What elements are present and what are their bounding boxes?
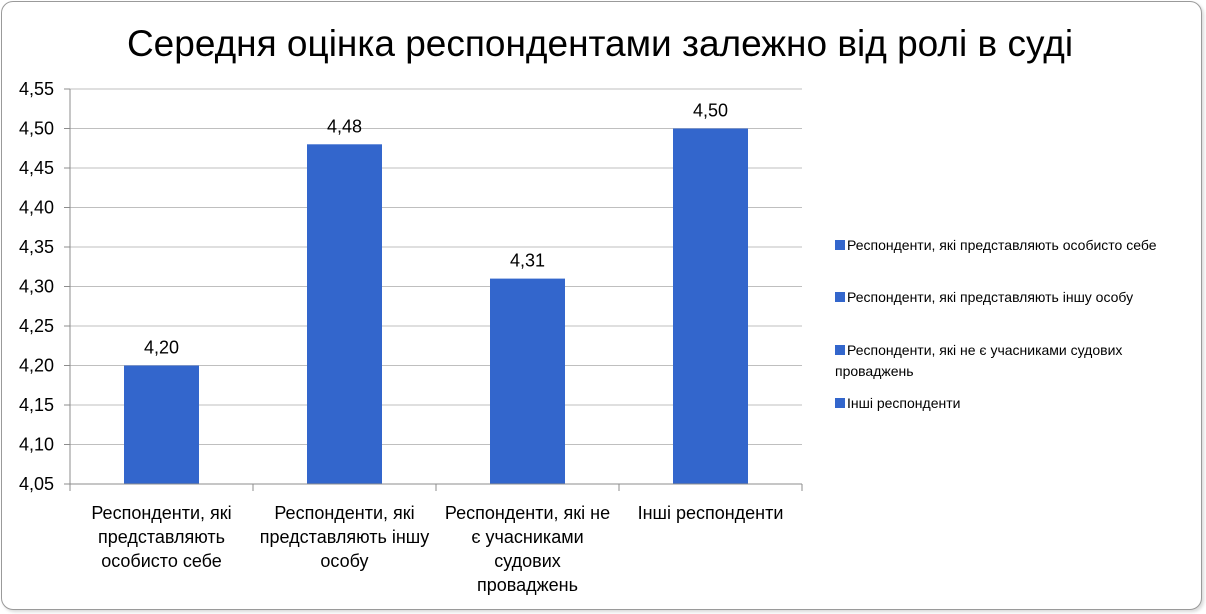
x-axis: Респонденти, які представляють особисто се… [69,483,803,595]
bar [307,144,382,485]
y-tick-label: 4,50 [19,119,54,139]
legend-label: Респонденти, які представляють особисто … [847,237,1157,253]
data-label: 4,31 [510,251,545,271]
y-tick-label: 4,10 [19,435,54,455]
legend-swatch [835,345,845,355]
category-label: Респонденти, які представляють особисто се… [91,503,231,571]
data-label: 4,20 [144,338,179,358]
legend-label: Респонденти, які не є учасниками судових… [835,342,1122,379]
legend-swatch [835,240,845,250]
data-label: 4,48 [327,116,362,136]
y-tick-label: 4,05 [19,474,54,494]
y-axis: 4,05 4,10 4,15 4,20 4,25 4,30 4,35 4,40 4,45 4,50… [19,79,71,494]
bar [490,278,565,484]
y-tick-label: 4,30 [19,277,54,297]
y-tick-label: 4,35 [19,237,54,257]
data-labels: 4,20 4,48 4,31 4,50 [144,101,728,358]
y-tick-label: 4,15 [19,395,54,415]
chart-title: Середня оцінка респондентами залежно від… [127,23,1073,64]
legend-label: Респонденти, які представляють іншу особ… [847,289,1133,305]
bar [124,365,199,484]
data-label: 4,50 [693,101,728,121]
bar [673,128,748,484]
y-tick-label: 4,40 [19,198,54,218]
category-label: Інші респонденти [638,503,784,523]
y-tick-label: 4,55 [19,79,54,99]
category-label: Респонденти, які не є учасниками судових пр… [445,503,610,595]
bars [124,128,748,485]
category-label: Респонденти, які представляють іншу особу [260,503,429,571]
legend-swatch [835,292,845,302]
y-tick-label: 4,25 [19,316,54,336]
legend-label: Інші респонденти [847,395,960,411]
legend: Респонденти, які представляють особисто … [835,237,1157,411]
y-tick-label: 4,45 [19,158,54,178]
legend-swatch [835,398,845,408]
y-tick-label: 4,20 [19,356,54,376]
